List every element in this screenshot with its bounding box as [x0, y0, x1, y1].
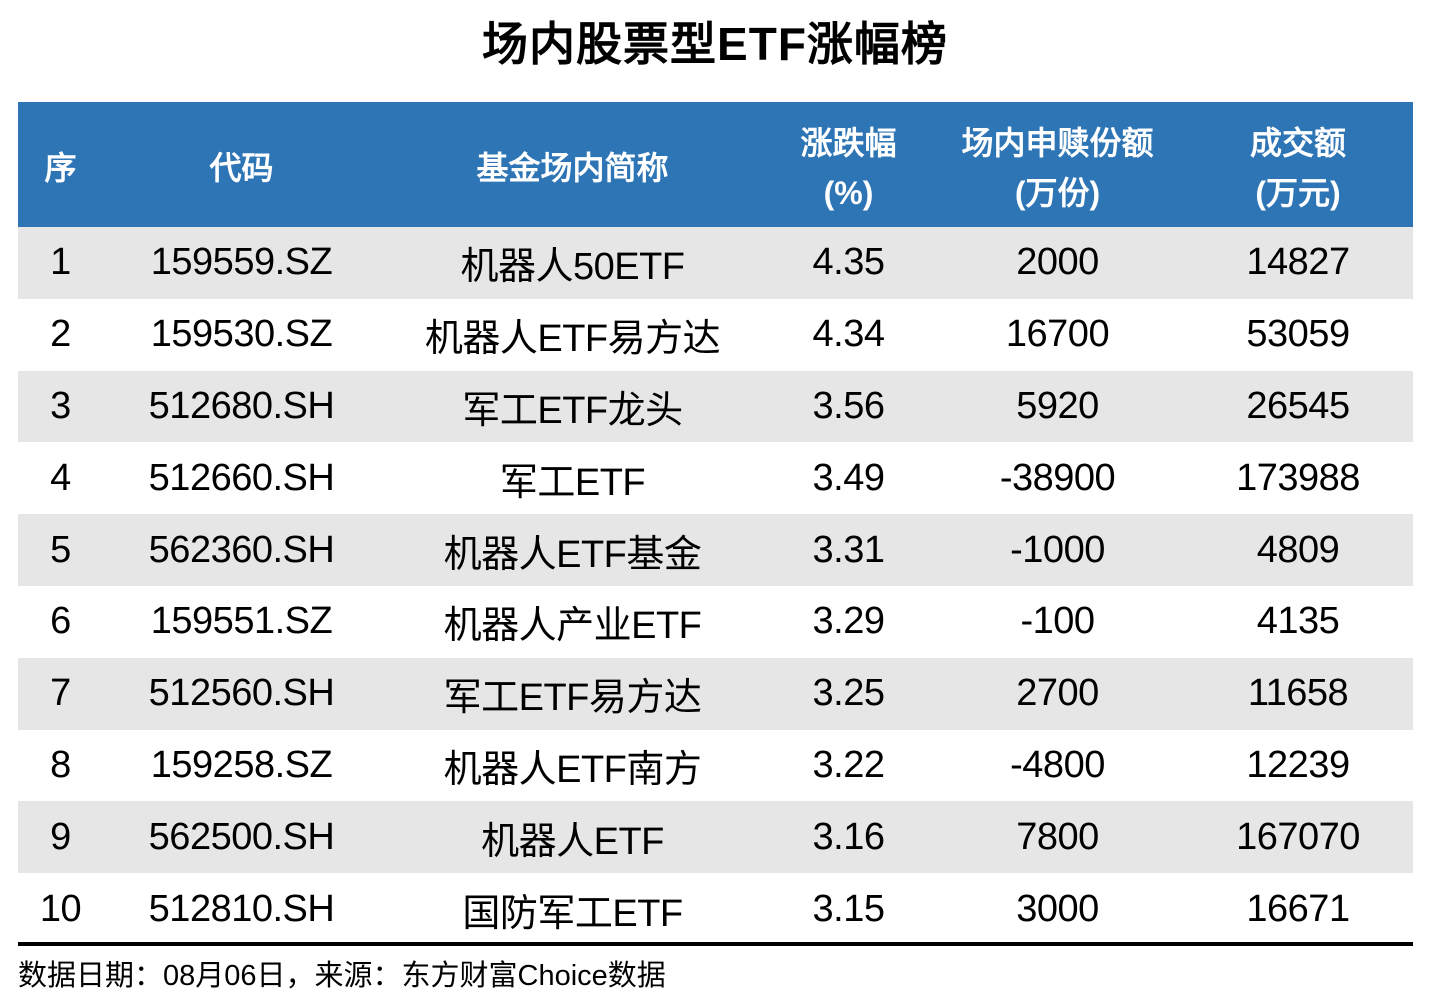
rank-cell: 7 [50, 672, 71, 715]
rank-cell: 3 [50, 384, 71, 427]
code-cell: 512660.SH [148, 456, 335, 499]
name-cell: 机器人ETF南方 [443, 748, 702, 791]
name-cell: 国防军工ETF [462, 892, 683, 935]
table-row: 10 512810.SH 国防军工ETF 3.15 3000 16671 [18, 873, 1413, 945]
change-cell: 3.49 [812, 456, 885, 499]
header-net-shares-sub: (万份) [1014, 174, 1101, 211]
header-code: 代码 [103, 102, 380, 227]
table-row: 1 159559.SZ 机器人50ETF 4.35 2000 14827 [18, 227, 1413, 299]
rank-cell: 10 [39, 887, 82, 930]
code-cell: 512680.SH [148, 384, 335, 427]
table-body: 1 159559.SZ 机器人50ETF 4.35 2000 14827 2 159530.S… [18, 227, 1413, 945]
header-rank: 序 [18, 102, 103, 227]
name-cell: 机器人产业ETF [443, 605, 702, 648]
shares-cell: 2000 [1016, 241, 1099, 284]
header-fund-name-label: 基金场内简称 [476, 149, 669, 186]
change-cell: 3.56 [812, 384, 885, 427]
code-cell: 159530.SZ [150, 313, 333, 356]
change-cell: 4.35 [812, 241, 885, 284]
turnover-cell: 11658 [1247, 672, 1349, 715]
code-cell: 159559.SZ [150, 241, 333, 284]
change-cell: 3.15 [812, 887, 885, 930]
page-title: 场内股票型ETF涨幅榜 [482, 18, 948, 70]
change-cell: 3.29 [812, 600, 885, 643]
table-row: 2 159530.SZ 机器人ETF易方达 4.34 16700 53059 [18, 298, 1413, 371]
shares-cell: 3000 [1016, 887, 1099, 930]
code-cell: 159551.SZ [150, 600, 333, 643]
turnover-cell: 14827 [1246, 241, 1350, 284]
shares-cell: -100 [1020, 600, 1095, 643]
turnover-cell: 26545 [1246, 384, 1350, 427]
table-row: 7 512560.SH 军工ETF易方达 3.25 2700 11658 [18, 657, 1413, 730]
rank-cell: 6 [50, 600, 71, 643]
turnover-cell: 167070 [1236, 815, 1360, 858]
rank-cell: 9 [50, 815, 71, 858]
turnover-cell: 173988 [1236, 456, 1360, 499]
name-cell: 军工ETF龙头 [462, 389, 683, 432]
rank-cell: 5 [50, 528, 71, 571]
code-cell: 562500.SH [148, 815, 335, 858]
header-fund-name: 基金场内简称 [380, 102, 765, 227]
header-rank-label: 序 [44, 149, 77, 186]
shares-cell: -1000 [1010, 528, 1105, 571]
change-cell: 3.22 [812, 743, 885, 786]
shares-cell: 16700 [1005, 313, 1110, 356]
header-change-pct-sub: (%) [823, 174, 874, 211]
turnover-cell: 4135 [1256, 600, 1340, 643]
header-change-pct: 涨跌幅 (%) [765, 102, 932, 227]
table-header-row: 序 代码 基金场内简称 涨跌幅 (%) 场内申赎份额 (万份) 成交额 (万元 [18, 102, 1413, 227]
name-cell: 军工ETF [499, 461, 646, 504]
header-turnover-label: 成交额 [1249, 124, 1346, 161]
shares-cell: 5920 [1016, 384, 1099, 427]
table-row: 4 512660.SH 军工ETF 3.49 -38900 173988 [18, 442, 1413, 515]
rank-cell: 8 [50, 743, 71, 786]
header-code-label: 代码 [209, 149, 274, 186]
code-cell: 562360.SH [148, 528, 335, 571]
name-cell: 机器人50ETF [460, 246, 685, 289]
turnover-cell: 53059 [1246, 313, 1350, 356]
turnover-cell: 12239 [1246, 743, 1350, 786]
table-row: 6 159551.SZ 机器人产业ETF 3.29 -100 4135 [18, 585, 1413, 658]
code-cell: 512560.SH [148, 672, 335, 715]
shares-cell: -4800 [1010, 743, 1105, 786]
data-source-note: 数据日期：08月06日，来源：东方财富Choice数据 [18, 960, 666, 992]
etf-table: 序 代码 基金场内简称 涨跌幅 (%) 场内申赎份额 (万份) 成交额 (万元 [18, 102, 1413, 945]
table-row: 3 512680.SH 军工ETF龙头 3.56 5920 26545 [18, 370, 1413, 443]
change-cell: 3.16 [812, 815, 885, 858]
rank-cell: 2 [50, 313, 71, 356]
shares-cell: 7800 [1016, 815, 1099, 858]
footer-divider [18, 942, 1413, 946]
code-cell: 512810.SH [148, 887, 335, 930]
rank-cell: 4 [50, 456, 71, 499]
change-cell: 3.31 [812, 528, 885, 571]
table-row: 5 562360.SH 机器人ETF基金 3.31 -1000 4809 [18, 514, 1413, 586]
header-turnover-sub: (万元) [1255, 174, 1341, 211]
header-net-shares: 场内申赎份额 (万份) [932, 102, 1183, 227]
code-cell: 159258.SZ [150, 743, 333, 786]
name-cell: 机器人ETF [481, 820, 664, 863]
header-net-shares-label: 场内申赎份额 [961, 124, 1154, 161]
turnover-cell: 16671 [1246, 887, 1350, 930]
name-cell: 机器人ETF基金 [443, 533, 702, 576]
rank-cell: 1 [50, 241, 71, 284]
table-row: 8 159258.SZ 机器人ETF南方 3.22 -4800 12239 [18, 729, 1413, 802]
turnover-cell: 4809 [1256, 528, 1340, 571]
shares-cell: 2700 [1016, 672, 1099, 715]
table-row: 9 562500.SH 机器人ETF 3.16 7800 167070 [18, 801, 1413, 874]
name-cell: 机器人ETF易方达 [424, 318, 721, 361]
header-turnover: 成交额 (万元) [1183, 102, 1413, 227]
change-cell: 3.25 [812, 672, 885, 715]
header-change-pct-label: 涨跌幅 [800, 124, 897, 161]
shares-cell: -38900 [999, 456, 1116, 499]
name-cell: 军工ETF易方达 [443, 677, 702, 720]
change-cell: 4.34 [812, 313, 885, 356]
